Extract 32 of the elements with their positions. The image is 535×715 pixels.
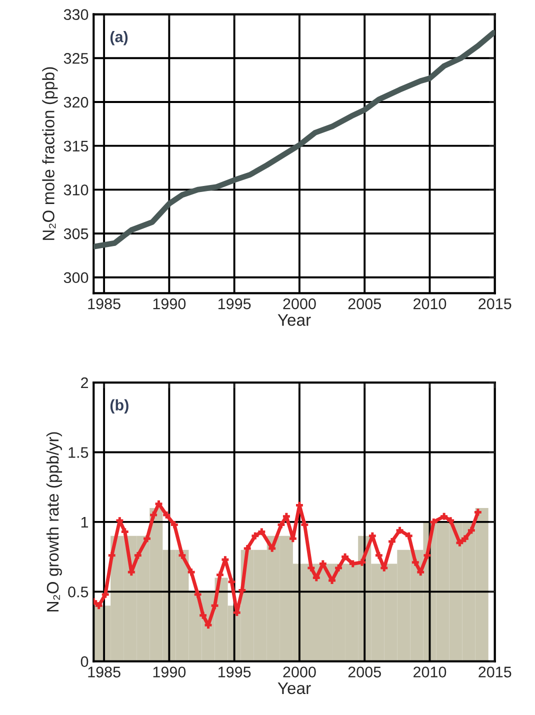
y-tick-label: 325 bbox=[64, 53, 88, 64]
x-tick-label: 2015 bbox=[478, 298, 512, 310]
x-tick-label: 1985 bbox=[88, 666, 120, 678]
x-tick-label: 1990 bbox=[153, 666, 186, 678]
y-axis-title: N₂O mole fraction (ppb) bbox=[42, 67, 58, 240]
y-tick-label: 2 bbox=[81, 377, 88, 388]
x-tick-label: 2010 bbox=[414, 298, 446, 310]
y-tick-label: 320 bbox=[64, 96, 88, 108]
annotation: (a) bbox=[110, 31, 128, 46]
y-tick-label: 330 bbox=[64, 9, 88, 20]
x-tick-label: 1990 bbox=[153, 298, 186, 310]
x-tick-label: 2010 bbox=[414, 666, 446, 678]
y-tick-label: 305 bbox=[64, 228, 88, 240]
x-axis-title: Year bbox=[278, 314, 311, 326]
y-tick-label: 315 bbox=[64, 140, 88, 152]
y-axis-title: N₂O growth rate (ppb/yr) bbox=[46, 432, 62, 612]
y-tick-label: 0.5 bbox=[68, 586, 88, 598]
y-tick-label: 0 bbox=[80, 656, 88, 668]
x-tick-label: 1995 bbox=[218, 298, 251, 310]
x-axis-title: Year bbox=[278, 682, 311, 694]
x-tick-label: 1985 bbox=[88, 298, 120, 310]
x-tick-label: 2005 bbox=[348, 298, 381, 310]
x-tick-label: 2005 bbox=[348, 666, 381, 678]
y-tick-label: 1.5 bbox=[68, 447, 88, 458]
annotation: (b) bbox=[110, 399, 128, 414]
x-tick-label: 1995 bbox=[218, 666, 251, 678]
x-tick-label: 2015 bbox=[478, 666, 512, 678]
y-tick-label: 1 bbox=[81, 516, 88, 528]
y-tick-label: 300 bbox=[64, 272, 88, 284]
x-tick-label: 2000 bbox=[283, 298, 316, 310]
x-tick-label: 2000 bbox=[283, 666, 316, 678]
y-tick-label: 310 bbox=[64, 184, 88, 196]
